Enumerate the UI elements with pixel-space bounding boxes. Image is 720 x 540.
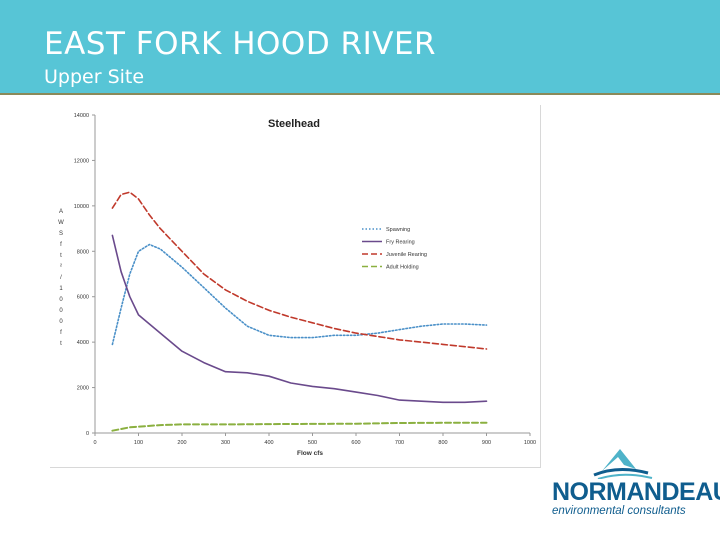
y-axis-label-char: 0 — [59, 297, 63, 303]
y-tick-label: 0 — [86, 431, 89, 437]
wave-logo-icon — [593, 449, 653, 480]
x-tick-label: 600 — [351, 440, 360, 446]
y-axis-label-char: A — [59, 209, 63, 215]
normandeau-logo: NORMANDEAU environmental consultants — [548, 445, 720, 525]
y-tick-label: 12000 — [74, 158, 89, 164]
y-axis-label-char: S — [59, 231, 63, 237]
y-axis-label-char: f — [60, 242, 62, 248]
y-axis-label-char: W — [58, 220, 64, 226]
y-axis-label-char: 1 — [59, 286, 63, 292]
x-tick-label: 300 — [221, 440, 230, 446]
legend-label: Juvenile Rearing — [386, 252, 427, 258]
x-tick-label: 900 — [482, 440, 491, 446]
legend-label: Fry Rearing — [386, 240, 415, 246]
legend-label: Spawning — [386, 227, 410, 233]
y-axis-label-char: t — [60, 253, 62, 259]
y-axis-label-char: 0 — [59, 308, 63, 314]
x-tick-label: 0 — [93, 440, 96, 446]
x-tick-label: 700 — [395, 440, 404, 446]
chart-container: 0 2000 4000 6000 8000 10000 12000 14000 0 100 200 3… — [50, 105, 541, 468]
y-tick-label: 4000 — [77, 340, 89, 346]
y-axis-label-char: 0 — [59, 319, 63, 325]
y-tick-label: 14000 — [74, 113, 89, 119]
chart-title: Steelhead — [268, 118, 320, 130]
y-tick-label: 6000 — [77, 295, 89, 301]
x-tick-label: 200 — [177, 440, 186, 446]
legend-label: Adult Holding — [386, 265, 419, 271]
x-tick-label: 100 — [134, 440, 143, 446]
series-line-juvenile-rearing — [111, 191, 488, 350]
series-line-fry-rearing — [111, 234, 488, 404]
y-tick-label: 2000 — [77, 386, 89, 392]
x-axis-label: Flow cfs — [297, 450, 323, 457]
y-tick-label: 8000 — [77, 249, 89, 255]
series-line-adult-holding — [111, 421, 488, 432]
x-tick-label: 1000 — [524, 440, 536, 446]
title-bar: EAST FORK HOOD RIVER Upper Site — [0, 0, 720, 95]
y-axis-label-char: / — [60, 275, 62, 281]
x-tick-label: 500 — [308, 440, 317, 446]
slide-subtitle: Upper Site — [44, 66, 145, 88]
y-axis-label-char: t — [60, 341, 62, 347]
y-tick-label: 10000 — [74, 204, 89, 210]
slide-title: EAST FORK HOOD RIVER — [44, 26, 437, 62]
y-axis-label-char: ² — [60, 264, 62, 270]
y-axis-label-char: f — [60, 330, 62, 336]
x-tick-label: 400 — [264, 440, 273, 446]
logo-wordmark: NORMANDEAU — [552, 478, 720, 506]
x-tick-label: 800 — [438, 440, 447, 446]
series-line-spawning — [111, 243, 488, 346]
logo-tagline: environmental consultants — [552, 505, 686, 517]
